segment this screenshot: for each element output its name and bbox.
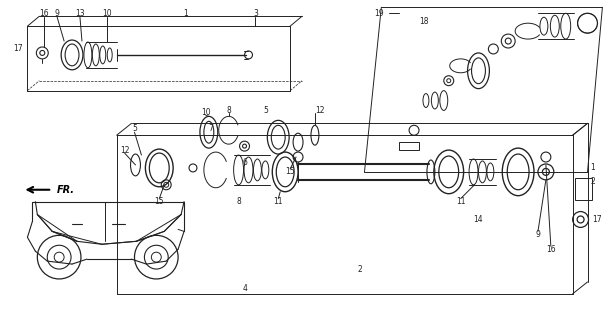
Text: 4: 4 [243, 284, 248, 293]
Text: 14: 14 [474, 215, 483, 224]
Text: 5: 5 [263, 106, 268, 115]
Text: 9: 9 [55, 9, 60, 18]
Text: 13: 13 [75, 9, 85, 18]
Text: 10: 10 [102, 9, 112, 18]
Text: 19: 19 [375, 9, 384, 18]
Text: 11: 11 [456, 197, 465, 206]
Bar [399, 142, 419, 150]
Text: 8: 8 [226, 106, 231, 115]
Text: 1: 1 [184, 9, 188, 18]
Text: 15: 15 [285, 167, 295, 176]
Text: 15: 15 [154, 197, 164, 206]
Text: 5: 5 [132, 124, 137, 133]
Text: FR.: FR. [57, 185, 75, 195]
Text: 1: 1 [590, 164, 595, 172]
Text: 11: 11 [273, 197, 283, 206]
Text: 16: 16 [40, 9, 49, 18]
Bar [575, 178, 592, 200]
Text: 3: 3 [253, 9, 258, 18]
Text: 12: 12 [120, 146, 129, 155]
Text: 16: 16 [546, 245, 556, 254]
Text: 12: 12 [315, 106, 325, 115]
Text: 17: 17 [13, 44, 23, 53]
Text: 10: 10 [201, 108, 210, 117]
Text: 18: 18 [419, 17, 429, 26]
Text: 6: 6 [242, 158, 247, 167]
Text: 2: 2 [590, 177, 595, 186]
Text: 2: 2 [357, 265, 362, 274]
Text: 9: 9 [536, 230, 540, 239]
Text: 7: 7 [209, 124, 213, 133]
Text: 17: 17 [593, 215, 602, 224]
Text: 8: 8 [236, 197, 241, 206]
